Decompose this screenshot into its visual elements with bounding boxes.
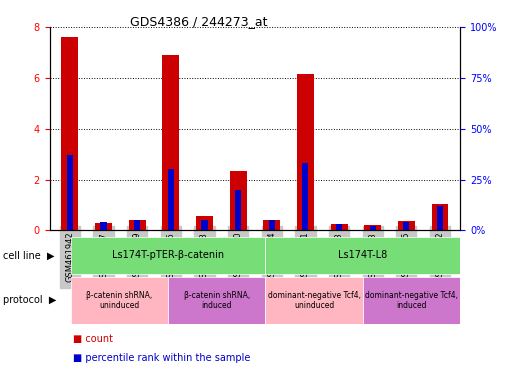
Text: GDS4386 / 244273_at: GDS4386 / 244273_at	[130, 15, 267, 28]
Bar	[398, 222, 415, 230]
Bar	[100, 222, 107, 230]
Text: dominant-negative Tcf4,
induced: dominant-negative Tcf4, induced	[365, 291, 458, 310]
Bar	[431, 204, 448, 230]
Bar	[71, 237, 266, 274]
Bar	[336, 224, 342, 230]
Text: cell line  ▶: cell line ▶	[3, 250, 54, 260]
Text: ■ percentile rank within the sample: ■ percentile rank within the sample	[73, 353, 251, 363]
Bar	[331, 224, 347, 230]
Text: ■ count: ■ count	[73, 334, 113, 344]
Bar	[302, 163, 309, 230]
Bar	[62, 37, 78, 230]
Bar	[67, 155, 73, 230]
Bar	[264, 220, 280, 230]
Bar	[71, 277, 168, 323]
Text: Ls174T-pTER-β-catenin: Ls174T-pTER-β-catenin	[112, 250, 224, 260]
Bar	[134, 220, 140, 230]
Text: β-catenin shRNA,
uninduced: β-catenin shRNA, uninduced	[86, 291, 152, 310]
Bar	[230, 170, 246, 230]
Bar	[168, 277, 266, 323]
Bar	[163, 55, 179, 230]
Bar	[269, 220, 275, 230]
Bar	[370, 226, 376, 230]
Bar	[365, 225, 381, 230]
Bar	[129, 220, 145, 230]
Text: β-catenin shRNA,
induced: β-catenin shRNA, induced	[184, 291, 250, 310]
Bar	[266, 277, 363, 323]
Bar	[168, 169, 174, 230]
Bar	[95, 223, 112, 230]
Text: Ls174T-L8: Ls174T-L8	[338, 250, 388, 260]
Bar	[437, 206, 443, 230]
Bar	[363, 277, 460, 323]
Bar	[403, 222, 410, 230]
Text: protocol  ▶: protocol ▶	[3, 295, 56, 306]
Bar	[201, 220, 208, 230]
Text: dominant-negative Tcf4,
uninduced: dominant-negative Tcf4, uninduced	[268, 291, 361, 310]
Bar	[235, 190, 241, 230]
Bar	[266, 237, 460, 274]
Bar	[297, 74, 314, 230]
Bar	[196, 217, 213, 230]
